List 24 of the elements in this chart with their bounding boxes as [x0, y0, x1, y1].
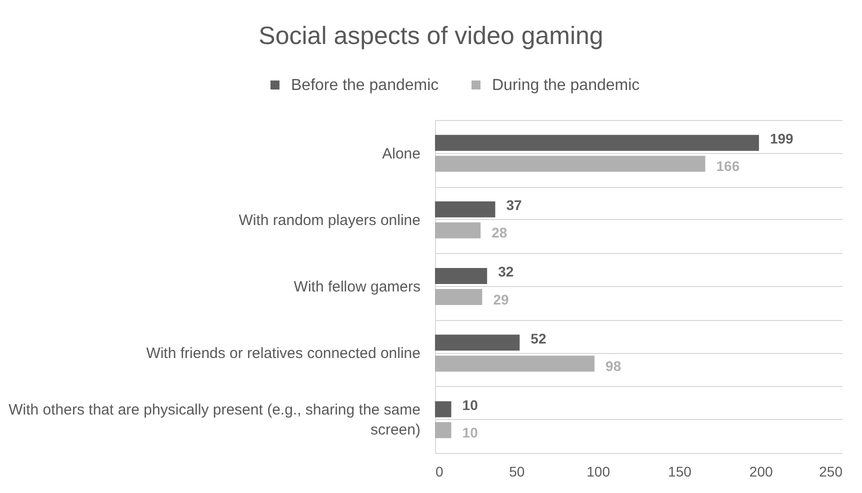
y-tick-label: With random players online: [238, 212, 420, 229]
y-tick-label: With friends or relatives connected online: [146, 345, 420, 362]
y-tick-label: With fellow gamers: [294, 278, 420, 296]
data-label: 166: [716, 158, 740, 174]
data-label: 199: [770, 130, 794, 147]
chart-title: Social aspects of video gaming: [258, 22, 604, 50]
data-label: 32: [498, 264, 514, 280]
data-label: 28: [492, 224, 508, 241]
y-tick-label: Alone: [382, 145, 420, 162]
x-tick-label: 50: [509, 464, 525, 480]
x-tick-label: 250: [819, 464, 843, 480]
data-label: 10: [462, 396, 478, 413]
data-label: 98: [606, 358, 622, 374]
data-label: 10: [462, 424, 478, 440]
data-label: 37: [506, 197, 522, 214]
x-tick-label: 100: [586, 464, 610, 480]
data-label: 29: [493, 291, 509, 308]
legend-label: During the pandemic: [492, 77, 640, 94]
data-label: 52: [530, 330, 546, 346]
x-tick-label: 0: [436, 464, 444, 480]
x-tick-label: 150: [668, 464, 692, 480]
x-tick-label: 200: [749, 464, 773, 480]
legend-label: Before the pandemic: [291, 77, 439, 94]
y-tick-label: With others that are physically present (e.g., sharing the same screen): [8, 402, 420, 439]
